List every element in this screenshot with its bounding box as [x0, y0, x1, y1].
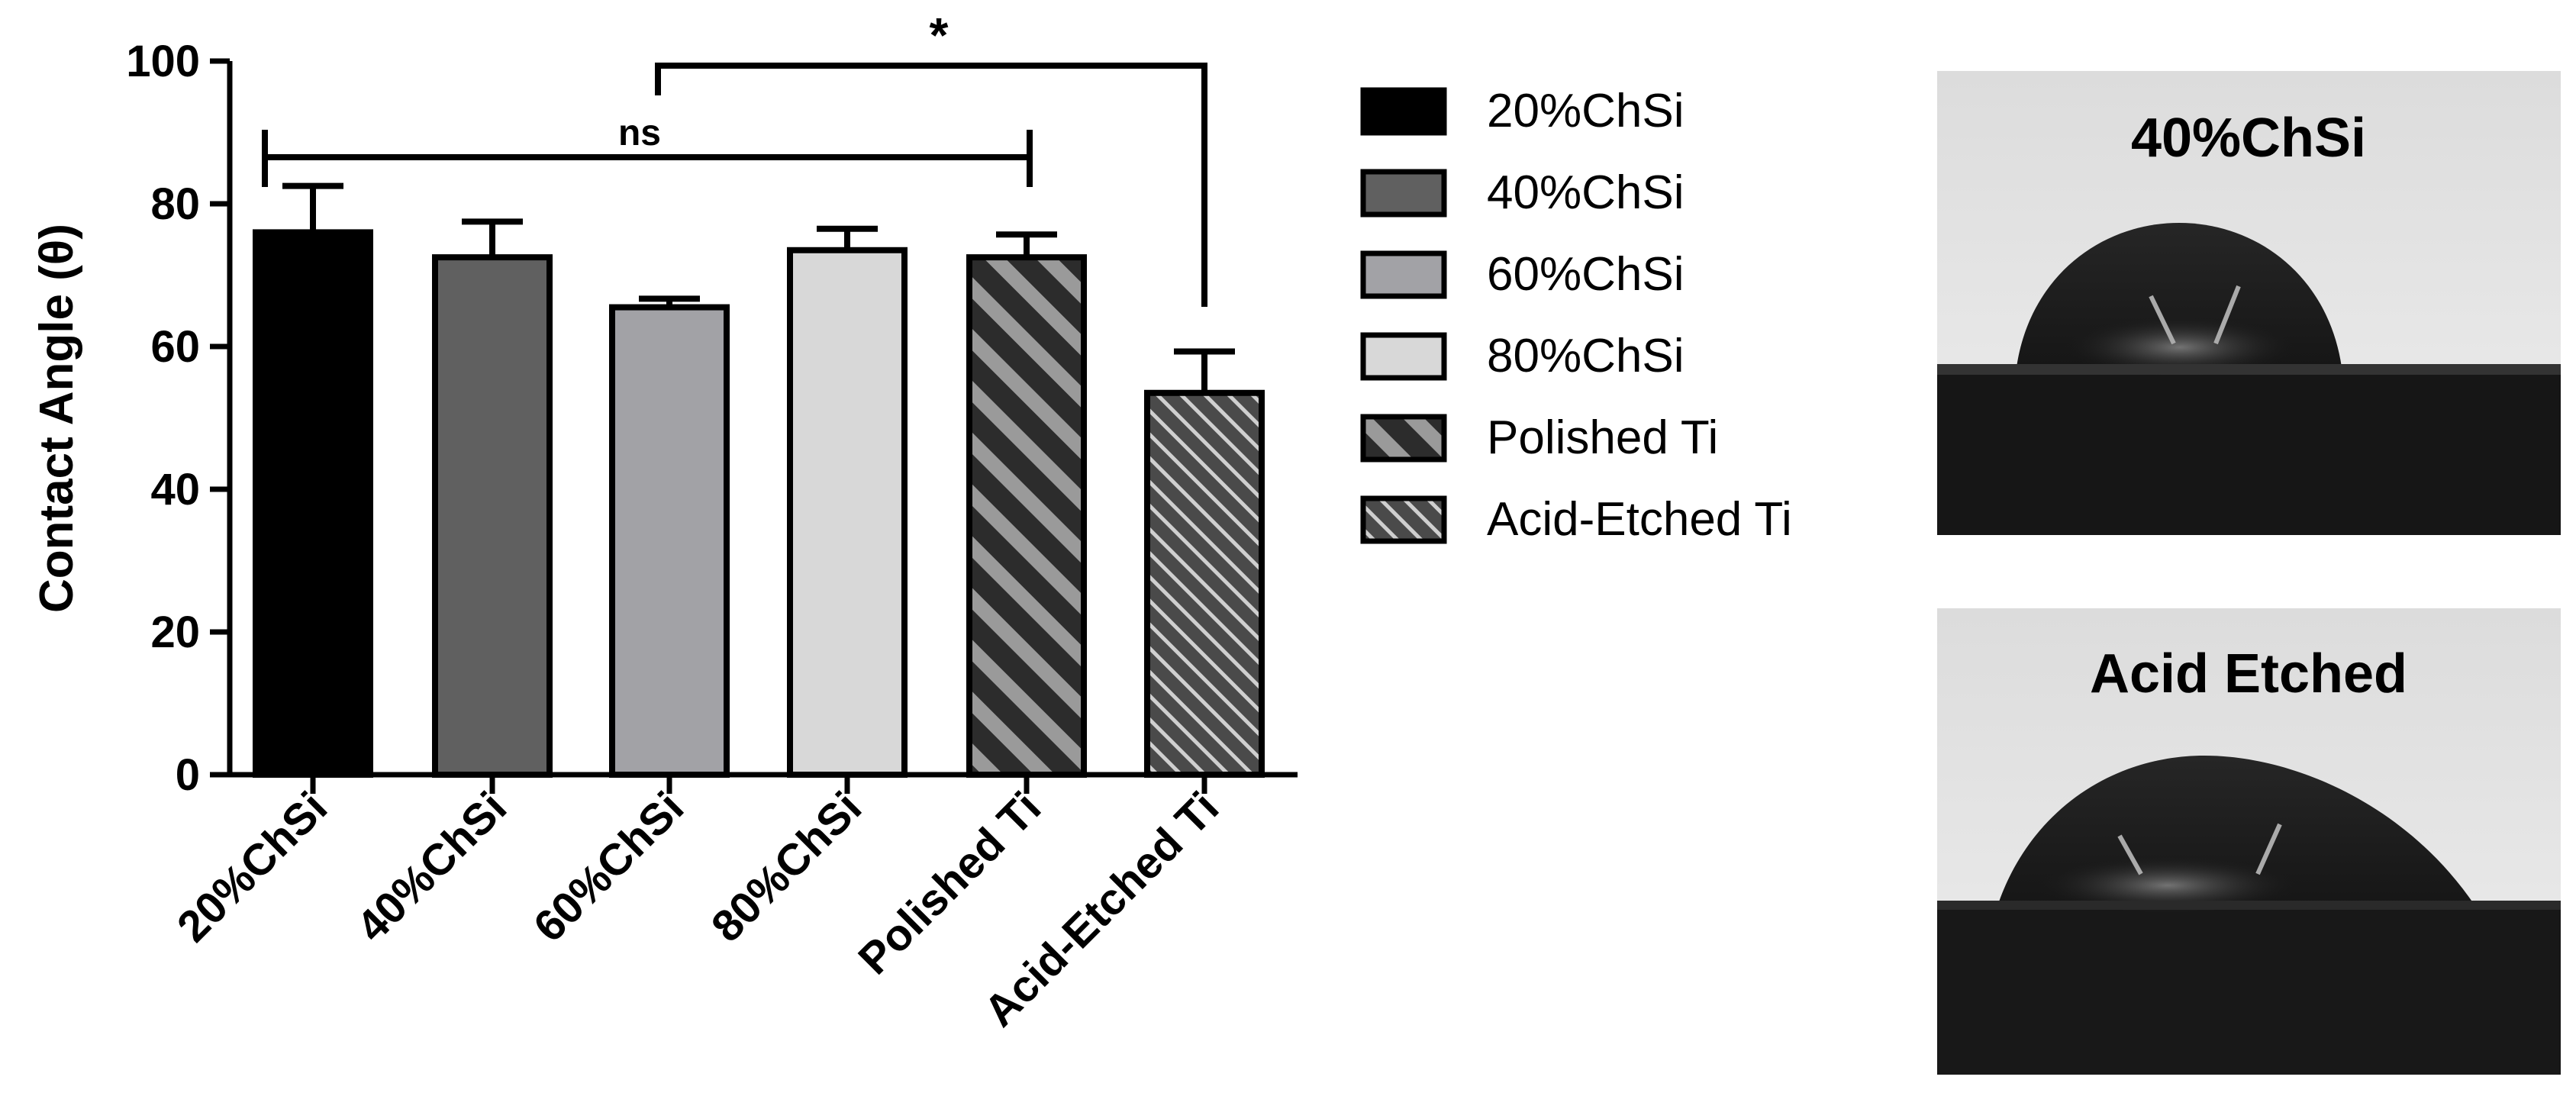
legend-label: 80%ChSi — [1487, 330, 1684, 382]
legend-label: Acid-Etched Ti — [1487, 493, 1792, 546]
category-label: 60%ChSi — [524, 782, 693, 951]
axes — [227, 61, 1298, 778]
bar — [609, 304, 730, 778]
bar — [253, 229, 373, 778]
legend-label: 60%ChSi — [1487, 248, 1684, 301]
bracket-star — [655, 63, 1207, 307]
bars — [253, 229, 1265, 779]
y-axis-title: Contact Angle (θ) — [31, 224, 83, 613]
legend-swatch — [1360, 250, 1447, 299]
bracket-ns — [262, 130, 1033, 187]
bar — [787, 247, 908, 778]
category-label: 40%ChSi — [347, 782, 516, 951]
legend: 20%ChSi 40%ChSi 60%ChSi 80%ChSi Polished Ti A… — [1360, 85, 1792, 546]
y-tick-label: 0 — [176, 750, 200, 800]
y-ticks: 0 20 40 60 80 100 — [126, 37, 230, 800]
photo-caption-2: Acid Etched — [2090, 643, 2407, 704]
significance-brackets: ns * — [262, 8, 1207, 307]
legend-swatch — [1360, 169, 1447, 218]
legend-label: 20%ChSi — [1487, 85, 1684, 137]
photo-panel-1: 40%ChSi — [1937, 71, 2561, 535]
category-label: 20%ChSi — [168, 782, 337, 951]
legend-label: Polished Ti — [1487, 411, 1718, 464]
bar — [1144, 389, 1265, 779]
y-tick-label: 100 — [126, 37, 200, 86]
legend-label: 40%ChSi — [1487, 166, 1684, 219]
legend-swatch — [1360, 87, 1447, 136]
error-bars — [282, 182, 1235, 393]
bracket-ns-label: ns — [618, 113, 661, 153]
y-tick-label: 20 — [150, 608, 200, 657]
legend-swatch — [1360, 332, 1447, 381]
y-tick-label: 40 — [150, 465, 200, 514]
y-tick-label: 80 — [150, 179, 200, 229]
category-label: 80%ChSi — [702, 782, 871, 951]
bar — [966, 254, 1087, 778]
photo-panel-2: Acid Etched — [1937, 608, 2561, 1075]
bracket-star-label: * — [930, 8, 949, 63]
category-label: Polished Ti — [849, 782, 1050, 984]
y-tick-label: 60 — [150, 322, 200, 372]
legend-swatch — [1360, 495, 1447, 544]
legend-swatch — [1360, 414, 1447, 463]
bar — [432, 254, 553, 778]
photo-caption-1: 40%ChSi — [2131, 108, 2366, 169]
